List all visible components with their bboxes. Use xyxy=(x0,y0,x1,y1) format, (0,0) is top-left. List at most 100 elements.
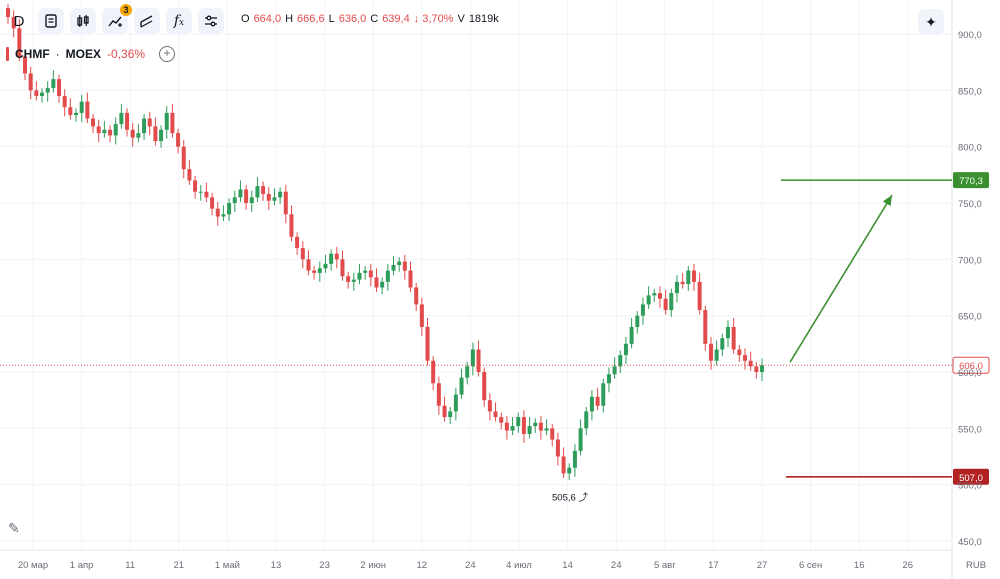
x-tick-label: 24 xyxy=(611,560,622,571)
drawing-icon[interactable] xyxy=(134,8,160,34)
candle-body xyxy=(754,366,759,372)
candle-body xyxy=(108,129,113,136)
candle-body xyxy=(453,394,458,412)
x-tick-label: 11 xyxy=(125,560,135,571)
chart-toolbar: D 3 fx xyxy=(6,4,224,36)
pencil-icon[interactable]: ✎ xyxy=(8,520,20,536)
candle-body xyxy=(391,264,396,271)
legend-color-bar xyxy=(6,47,9,61)
candle-body xyxy=(221,214,226,217)
candle-body xyxy=(113,124,118,136)
formula-icon[interactable]: fx xyxy=(166,8,192,34)
candle-body xyxy=(198,191,203,193)
x-tick-label: 26 xyxy=(903,560,914,571)
price-axis[interactable]: 450,0 500,0 550,0 600,0 650,0 700,0 750,0 800,0… xyxy=(958,30,986,571)
candle-body xyxy=(374,277,379,288)
candle-body xyxy=(51,79,56,89)
candle-body xyxy=(419,304,424,327)
candle-body xyxy=(663,298,668,311)
interval-button[interactable]: D xyxy=(13,12,25,30)
x-tick-label: 2 июн xyxy=(360,560,386,571)
candle-body xyxy=(527,426,532,434)
time-axis[interactable]: 20 мар 1 апр 11 21 1 май 13 23 2 июн 12 24 4 июл 14… xyxy=(18,560,913,571)
candle-body xyxy=(23,56,28,74)
candle-body xyxy=(408,270,413,288)
bar-style-icon[interactable] xyxy=(38,8,64,34)
x-tick-label: 1 май xyxy=(215,560,240,571)
ohlc-readout: O 664,0 H 666,6 L 636,0 C 639,4 ↓ 3,70% … xyxy=(241,13,499,25)
candle-body xyxy=(351,279,356,282)
candle-body xyxy=(703,310,708,344)
candle-body xyxy=(572,450,577,468)
x-tick-label: 13 xyxy=(271,560,282,571)
candle-body xyxy=(635,315,640,327)
candle-body xyxy=(618,355,623,367)
candle-body xyxy=(686,270,691,285)
candle-body xyxy=(136,133,141,138)
indicators-icon[interactable]: 3 xyxy=(102,4,132,34)
candle-body xyxy=(561,456,566,474)
candle-body xyxy=(465,366,470,378)
candle-body xyxy=(289,214,294,237)
candles xyxy=(6,3,764,481)
candles-icon[interactable] xyxy=(70,8,96,34)
candle-body xyxy=(17,28,22,57)
candle-body xyxy=(510,426,515,431)
add-symbol-icon[interactable]: + xyxy=(159,46,176,62)
candle-body xyxy=(516,417,521,427)
candle-body xyxy=(159,129,164,142)
candle-body xyxy=(544,428,549,431)
candle-body xyxy=(589,396,594,412)
forecast-arrow-head xyxy=(882,195,892,207)
candle-body xyxy=(476,349,481,372)
candle-body xyxy=(442,405,447,418)
x-tick-label: 21 xyxy=(174,560,185,571)
candle-body xyxy=(708,343,713,361)
candle-body xyxy=(244,189,249,203)
symbol-legend[interactable]: CHMF · MOEX -0,36% + xyxy=(6,45,176,63)
x-tick-label: 12 xyxy=(417,560,428,571)
candle-body xyxy=(533,422,538,427)
candle-body xyxy=(204,191,209,198)
candle-body xyxy=(227,203,232,215)
candle-body xyxy=(278,191,283,198)
sparkle-icon[interactable]: ✦ xyxy=(918,9,944,35)
candle-body xyxy=(193,180,198,192)
candle-body xyxy=(459,377,464,395)
y-tick-label: 900,0 xyxy=(958,30,982,41)
candle-body xyxy=(249,197,254,203)
legend-exchange: MOEX xyxy=(65,47,102,61)
currency-label: RUB xyxy=(966,560,986,571)
candle-body xyxy=(504,422,509,431)
candle-body xyxy=(340,259,345,277)
candle-body xyxy=(521,417,526,434)
candle-body xyxy=(11,17,16,29)
close-label: C xyxy=(370,13,379,25)
y-tick-label: 500,0 xyxy=(958,481,982,492)
target-price-label: 770,3 xyxy=(959,176,983,187)
candle-body xyxy=(629,326,634,344)
candle-body xyxy=(714,349,719,361)
candle-body xyxy=(272,197,277,201)
candle-body xyxy=(62,95,67,108)
candle-body xyxy=(646,295,651,305)
candle-body xyxy=(96,126,101,134)
candle-body xyxy=(737,349,742,356)
y-tick-label: 850,0 xyxy=(958,86,982,97)
low-label: L xyxy=(328,13,335,25)
candle-body xyxy=(28,73,33,91)
candle-body xyxy=(487,400,492,412)
candle-body xyxy=(317,268,322,273)
legend-symbol: CHMF xyxy=(15,47,50,61)
candle-body xyxy=(91,118,96,127)
settings-sliders-icon[interactable] xyxy=(198,8,224,34)
candle-body xyxy=(346,276,351,282)
y-tick-label: 550,0 xyxy=(958,424,982,435)
candle-body xyxy=(742,355,747,361)
candle-body xyxy=(363,270,368,273)
candle-body xyxy=(550,428,555,440)
candle-body xyxy=(691,270,696,282)
candle-body xyxy=(623,343,628,356)
x-tick-label: 27 xyxy=(757,560,768,571)
